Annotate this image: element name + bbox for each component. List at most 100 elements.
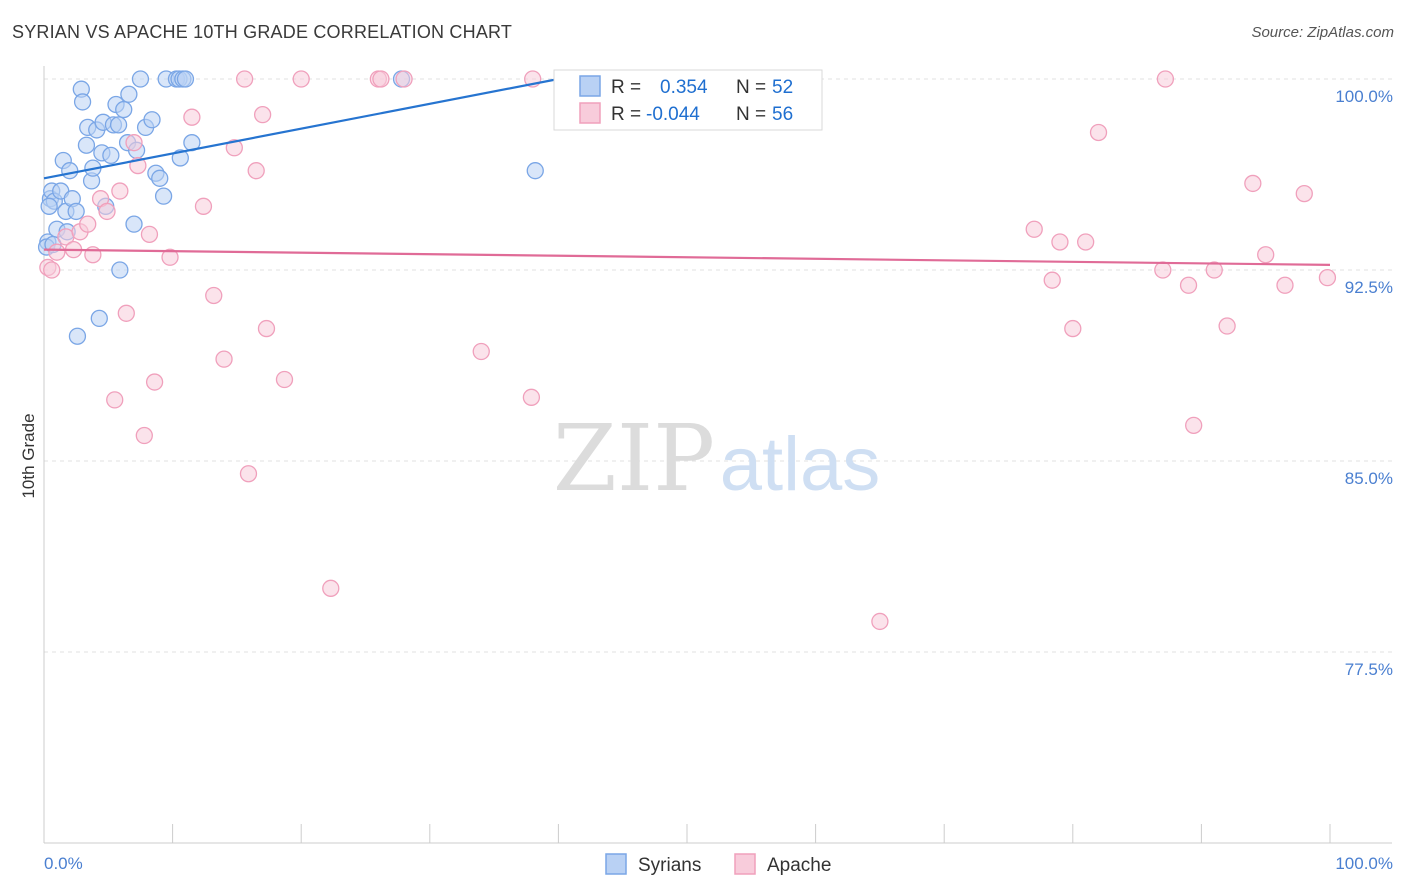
data-points (37, 70, 1337, 631)
apache-point (106, 391, 124, 409)
apache-point (1025, 220, 1043, 238)
syrians-point (120, 85, 138, 103)
apache-point (1295, 184, 1313, 203)
stats-legend: R = 0.354 N = 52 R = -0.044 N = 56 (553, 69, 823, 131)
syrians-point (73, 93, 92, 111)
syrians-point (61, 162, 79, 180)
apache-point (1318, 268, 1337, 287)
apache-point (194, 197, 213, 215)
apache-point (372, 70, 390, 88)
apache-point (522, 388, 541, 406)
stats-r-label-syrians: R = (611, 77, 641, 98)
legend-label-apache: Apache (767, 855, 831, 876)
syrians-point (77, 136, 96, 154)
syrians-point (90, 309, 108, 328)
apache-point (1154, 261, 1172, 279)
syrians-point (171, 149, 189, 167)
syrians-point (526, 162, 544, 180)
apache-point (247, 162, 265, 180)
y-tick-label: 85.0% (1345, 469, 1393, 488)
series-legend: Syrians Apache (605, 853, 831, 876)
apache-point (871, 612, 889, 631)
apache-point (135, 426, 153, 445)
apache-point (275, 370, 294, 389)
syrians-point (111, 261, 129, 279)
watermark: ZIP atlas (553, 405, 880, 512)
apache-point (183, 108, 201, 126)
apache-point (1077, 233, 1095, 251)
tick-labels: 100.0% 92.5% 85.0% 77.5% 0.0% 100.0% (44, 87, 1393, 873)
apache-point (117, 304, 135, 322)
syrians-point (109, 116, 128, 134)
stats-r-value-syrians: 0.354 (660, 77, 708, 98)
watermark-atlas: atlas (720, 422, 881, 507)
apache-point (322, 579, 340, 597)
syrians-point (176, 70, 195, 88)
apache-point (1205, 261, 1223, 279)
apache-point (1218, 317, 1236, 335)
apache-trend-line (43, 248, 1331, 267)
apache-point (1185, 416, 1203, 434)
y-tick-label: 77.5% (1345, 660, 1393, 679)
apache-point (98, 202, 116, 221)
apache-point (239, 465, 258, 483)
apache-point (205, 286, 223, 305)
apache-point (43, 261, 61, 279)
apache-point (235, 70, 254, 88)
apache-point (48, 243, 66, 261)
apache-point (1043, 271, 1061, 289)
legend-swatch-apache (734, 853, 756, 875)
syrians-point (151, 169, 169, 187)
apache-point (253, 106, 272, 124)
syrians-point (115, 100, 133, 119)
apache-point (1156, 70, 1175, 88)
apache-point (111, 182, 129, 200)
stats-n-value-apache: 56 (772, 104, 793, 125)
apache-swatch (579, 102, 601, 124)
source-credit: Source: ZipAtlas.com (1251, 24, 1394, 41)
syrians-point (154, 187, 173, 205)
axes (43, 66, 1392, 844)
y-axis-label: 10th Grade (19, 413, 38, 498)
apache-point (1051, 233, 1069, 251)
watermark-zip: ZIP (553, 405, 715, 512)
apache-point (161, 248, 179, 266)
apache-point (292, 70, 310, 88)
apache-point (140, 225, 159, 243)
syrians-point (67, 202, 85, 221)
apache-point (1276, 276, 1294, 294)
stats-r-label-apache: R = (611, 104, 641, 125)
apache-point (472, 342, 490, 361)
y-tick-label: 100.0% (1335, 87, 1393, 106)
legend-label-syrians: Syrians (638, 855, 701, 876)
syrians-point (125, 215, 143, 233)
stats-n-label-syrians: N = (736, 77, 766, 98)
apache-point (215, 350, 233, 368)
apache-point (1089, 123, 1108, 142)
y-tick-label: 92.5% (1345, 278, 1393, 297)
trend-lines (43, 77, 1331, 267)
syrians-trend-line (43, 77, 559, 180)
syrians-point (143, 111, 161, 129)
apache-point (1064, 319, 1082, 338)
stats-r-value-apache: -0.044 (646, 104, 700, 125)
apache-point (79, 215, 97, 233)
apache-point (257, 319, 276, 338)
apache-point (1244, 174, 1262, 193)
x-tick-label-left: 0.0% (44, 854, 83, 873)
syrians-swatch (579, 75, 601, 97)
stats-n-value-syrians: 52 (772, 77, 793, 98)
apache-point (395, 70, 413, 88)
syrians-point (131, 70, 150, 88)
syrians-point (102, 146, 120, 165)
chart-title: SYRIAN VS APACHE 10TH GRADE CORRELATION … (12, 22, 513, 42)
apache-point (125, 134, 143, 152)
syrians-point (40, 197, 58, 215)
stats-n-label-apache: N = (736, 104, 766, 125)
apache-point (225, 139, 243, 157)
syrians-point (68, 327, 87, 345)
x-tick-label-right: 100.0% (1335, 854, 1393, 873)
gridlines (44, 78, 1392, 653)
apache-point (1257, 246, 1275, 264)
